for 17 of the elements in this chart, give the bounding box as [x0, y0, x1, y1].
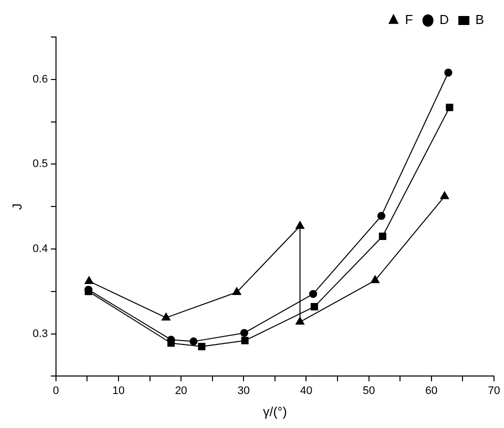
y-axis-title: J: [9, 203, 24, 210]
x-tick-label: 40: [300, 384, 312, 397]
y-tick-label: 0.4: [32, 243, 48, 256]
x-tick-label: 30: [238, 384, 250, 397]
x-axis-title: γ/(°): [262, 404, 287, 419]
x-tick-label: 50: [362, 384, 375, 397]
x-tick-label: 0: [52, 384, 59, 397]
y-tick-label: 0.5: [32, 158, 48, 170]
x-tick-label: 10: [112, 384, 125, 397]
x-tick-label: 20: [174, 384, 188, 397]
legend-label: B: [475, 12, 484, 28]
x-tick-label: 60: [425, 384, 438, 397]
y-tick-label: 0.3: [32, 328, 48, 340]
legend-label: F: [405, 12, 413, 28]
x-tick-label: 70: [488, 384, 500, 397]
legend-label: D: [439, 12, 449, 28]
y-tick-label: 0.6: [32, 73, 48, 86]
